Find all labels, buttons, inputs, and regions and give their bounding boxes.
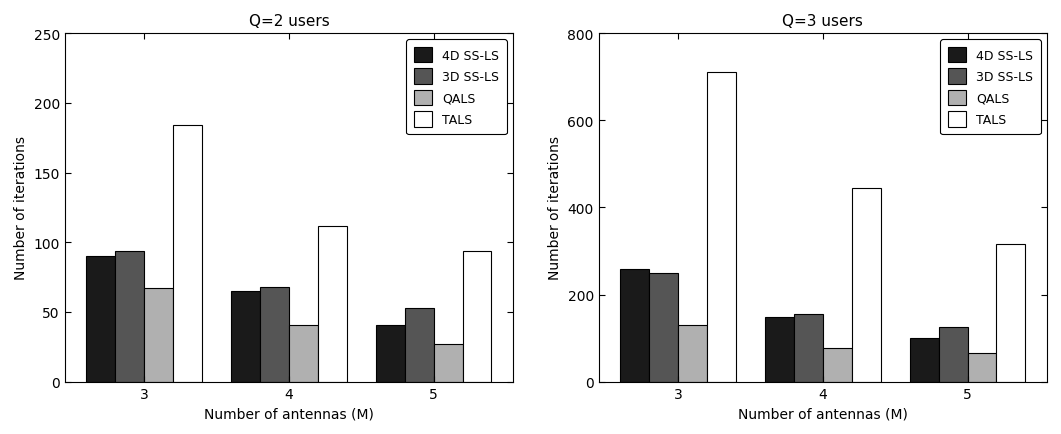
X-axis label: Number of antennas (M): Number of antennas (M): [738, 406, 908, 420]
Legend: 4D SS-LS, 3D SS-LS, QALS, TALS: 4D SS-LS, 3D SS-LS, QALS, TALS: [406, 40, 507, 135]
Bar: [116, 251, 144, 382]
Bar: [173, 126, 202, 382]
Bar: [707, 73, 736, 382]
Bar: [939, 328, 968, 382]
Bar: [996, 245, 1025, 382]
Bar: [621, 270, 649, 382]
Title: Q=3 users: Q=3 users: [782, 14, 864, 29]
Bar: [909, 339, 939, 382]
X-axis label: Number of antennas (M): Number of antennas (M): [204, 406, 373, 420]
Bar: [318, 226, 347, 382]
Bar: [678, 326, 707, 382]
Bar: [231, 291, 260, 382]
Bar: [86, 256, 116, 382]
Y-axis label: Number of iterations: Number of iterations: [547, 136, 562, 280]
Bar: [649, 273, 678, 382]
Bar: [463, 251, 491, 382]
Bar: [376, 325, 404, 382]
Legend: 4D SS-LS, 3D SS-LS, QALS, TALS: 4D SS-LS, 3D SS-LS, QALS, TALS: [940, 40, 1041, 135]
Y-axis label: Number of iterations: Number of iterations: [14, 136, 28, 280]
Bar: [968, 354, 996, 382]
Bar: [823, 348, 852, 382]
Bar: [852, 188, 881, 382]
Bar: [794, 315, 823, 382]
Bar: [289, 325, 318, 382]
Bar: [144, 289, 173, 382]
Title: Q=2 users: Q=2 users: [248, 14, 329, 29]
Bar: [765, 318, 794, 382]
Bar: [260, 287, 289, 382]
Bar: [404, 308, 434, 382]
Bar: [434, 344, 463, 382]
